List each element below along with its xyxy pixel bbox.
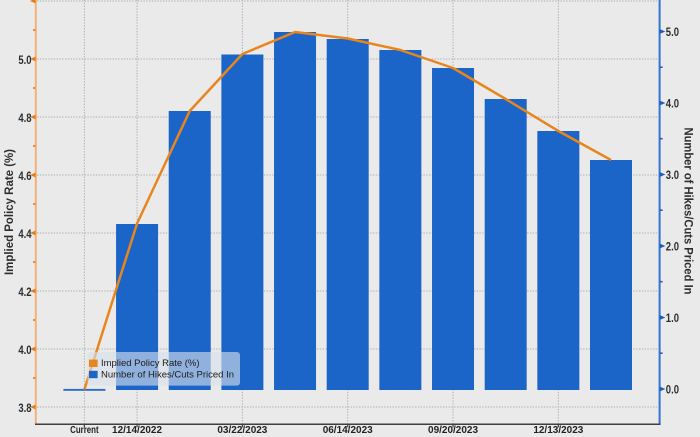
svg-text:5.0: 5.0: [18, 53, 31, 67]
svg-text:4.6: 4.6: [18, 169, 31, 183]
svg-text:4.4: 4.4: [18, 227, 31, 241]
svg-text:2.0: 2.0: [666, 239, 679, 253]
svg-text:4.0: 4.0: [18, 343, 31, 357]
svg-text:03/22/2023: 03/22/2023: [217, 425, 267, 436]
svg-text:12/13/2023: 12/13/2023: [533, 425, 583, 436]
svg-text:Implied Policy Rate (%): Implied Policy Rate (%): [2, 149, 16, 275]
svg-text:06/14/2023: 06/14/2023: [323, 425, 373, 436]
svg-text:3.8: 3.8: [18, 401, 31, 415]
svg-text:12/14/2022: 12/14/2022: [112, 425, 162, 436]
svg-text:09/20/2023: 09/20/2023: [428, 425, 478, 436]
svg-text:1.0: 1.0: [666, 311, 679, 325]
svg-text:Current: Current: [70, 425, 99, 436]
svg-text:3.0: 3.0: [666, 168, 679, 182]
svg-text:Number of Hikes/Cuts Priced In: Number of Hikes/Cuts Priced In: [101, 369, 234, 380]
svg-text:Number of Hikes/Cuts Priced In: Number of Hikes/Cuts Priced In: [681, 128, 695, 295]
svg-text:Implied Policy Rate (%): Implied Policy Rate (%): [101, 357, 200, 368]
svg-text:4.8: 4.8: [18, 111, 31, 125]
svg-text:0.0: 0.0: [666, 382, 679, 396]
svg-text:4.0: 4.0: [666, 96, 679, 110]
svg-text:5.0: 5.0: [666, 25, 679, 39]
svg-text:4.2: 4.2: [18, 285, 31, 299]
